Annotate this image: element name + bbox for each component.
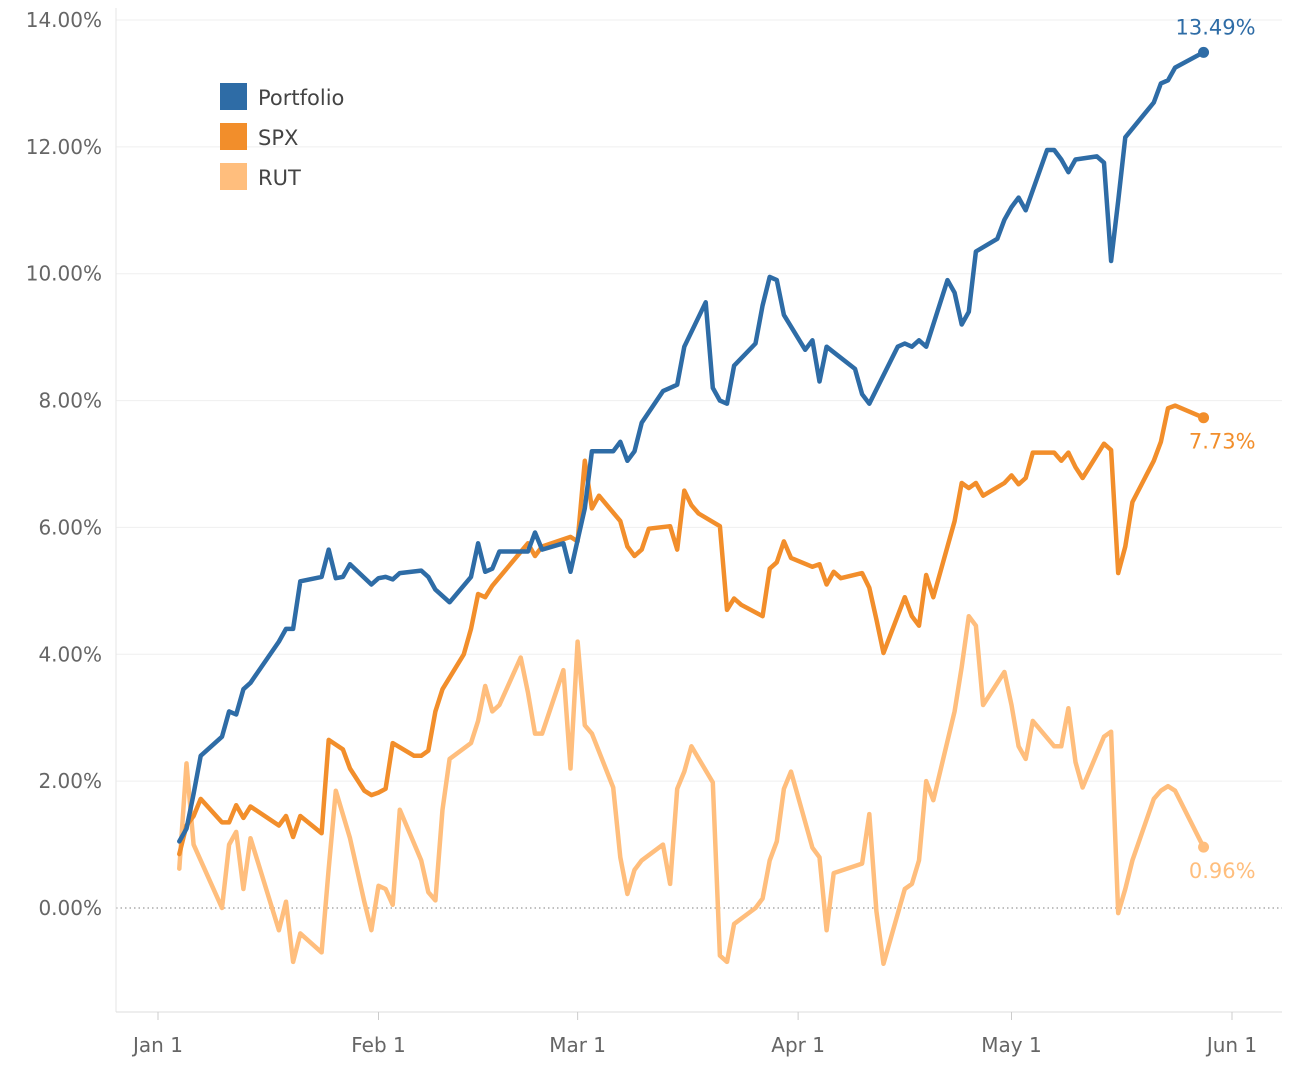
- y-tick-label: 6.00%: [38, 515, 102, 539]
- end-point-portfolio: [1198, 46, 1210, 58]
- y-tick-label: 14.00%: [26, 8, 102, 32]
- x-tick-label: Mar 1: [549, 1033, 606, 1057]
- y-tick-label: 0.00%: [38, 896, 102, 920]
- y-tick-label: 12.00%: [26, 135, 102, 159]
- x-tick-label: Feb 1: [351, 1033, 406, 1057]
- end-label-rut: 0.96%: [1189, 859, 1256, 883]
- x-tick-label: May 1: [981, 1033, 1041, 1057]
- x-tick-label: Apr 1: [771, 1033, 825, 1057]
- end-point-spx: [1198, 412, 1210, 424]
- y-tick-label: 4.00%: [38, 642, 102, 666]
- y-tick-label: 10.00%: [26, 262, 102, 286]
- series-lines: [177, 50, 1206, 967]
- legend-swatch: [220, 163, 247, 190]
- y-tick-label: 2.00%: [38, 769, 102, 793]
- series-line-spx: [177, 403, 1206, 857]
- legend-swatch: [220, 83, 247, 110]
- x-axis-ticks: Jan 1 Feb 1 Mar 1 Apr 1 May 1 Jun 1: [131, 1012, 1257, 1057]
- series-line-portfolio: [177, 50, 1206, 844]
- end-point-rut: [1198, 841, 1210, 853]
- x-tick-label: Jun 1: [1205, 1033, 1257, 1057]
- legend-item-portfolio: Portfolio: [220, 83, 344, 110]
- series-end-markers: 0.96% 7.73% 13.49%: [1175, 15, 1255, 883]
- legend-label: Portfolio: [258, 86, 344, 110]
- legend-item-rut: RUT: [220, 163, 301, 190]
- legend: Portfolio SPX RUT: [220, 83, 344, 190]
- end-label-portfolio: 13.49%: [1175, 15, 1255, 39]
- legend-swatch: [220, 123, 247, 150]
- legend-label: SPX: [258, 126, 298, 150]
- y-tick-label: 8.00%: [38, 389, 102, 413]
- y-axis-ticks: 0.00% 2.00% 4.00% 6.00% 8.00% 10.00% 12.00% 14.…: [26, 8, 102, 920]
- x-tick-label: Jan 1: [131, 1033, 183, 1057]
- gridlines: [116, 19, 1282, 909]
- end-label-spx: 7.73%: [1189, 430, 1256, 454]
- axes: [115, 8, 1282, 1013]
- series-line-rut: [177, 613, 1206, 967]
- legend-item-spx: SPX: [220, 123, 298, 150]
- legend-label: RUT: [258, 166, 301, 190]
